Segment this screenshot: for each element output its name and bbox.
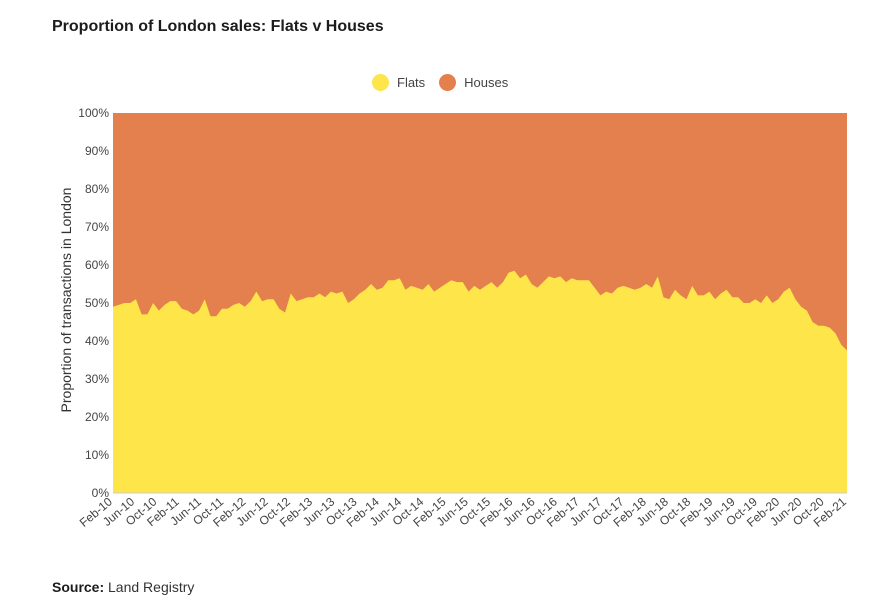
y-tick-label: 40% bbox=[85, 334, 109, 348]
source-label: Source: bbox=[52, 579, 105, 595]
legend-item-houses: Houses bbox=[439, 74, 508, 91]
legend-label-houses: Houses bbox=[464, 75, 509, 90]
y-tick-label: 0% bbox=[92, 486, 110, 500]
y-tick-label: 10% bbox=[85, 448, 109, 462]
y-tick-label: 50% bbox=[85, 296, 109, 310]
source-text: Land Registry bbox=[108, 579, 195, 595]
legend-label-flats: Flats bbox=[397, 75, 426, 90]
source-note: Source: Land Registry bbox=[52, 579, 194, 595]
y-tick-label: 20% bbox=[85, 410, 109, 424]
flats-area bbox=[113, 270, 847, 493]
y-tick-label: 70% bbox=[85, 220, 109, 234]
y-tick-label: 80% bbox=[85, 182, 109, 196]
legend-swatch-flats bbox=[372, 74, 389, 91]
y-tick-label: 30% bbox=[85, 372, 109, 386]
chart-title: Proportion of London sales: Flats v Hous… bbox=[52, 18, 384, 35]
chart-legend: Flats Houses bbox=[372, 74, 522, 91]
y-tick-label: 100% bbox=[78, 106, 109, 120]
y-tick-label: 90% bbox=[85, 144, 109, 158]
legend-swatch-houses bbox=[439, 74, 457, 91]
y-tick-label: 60% bbox=[85, 258, 109, 272]
legend-item-flats: Flats bbox=[372, 74, 425, 91]
